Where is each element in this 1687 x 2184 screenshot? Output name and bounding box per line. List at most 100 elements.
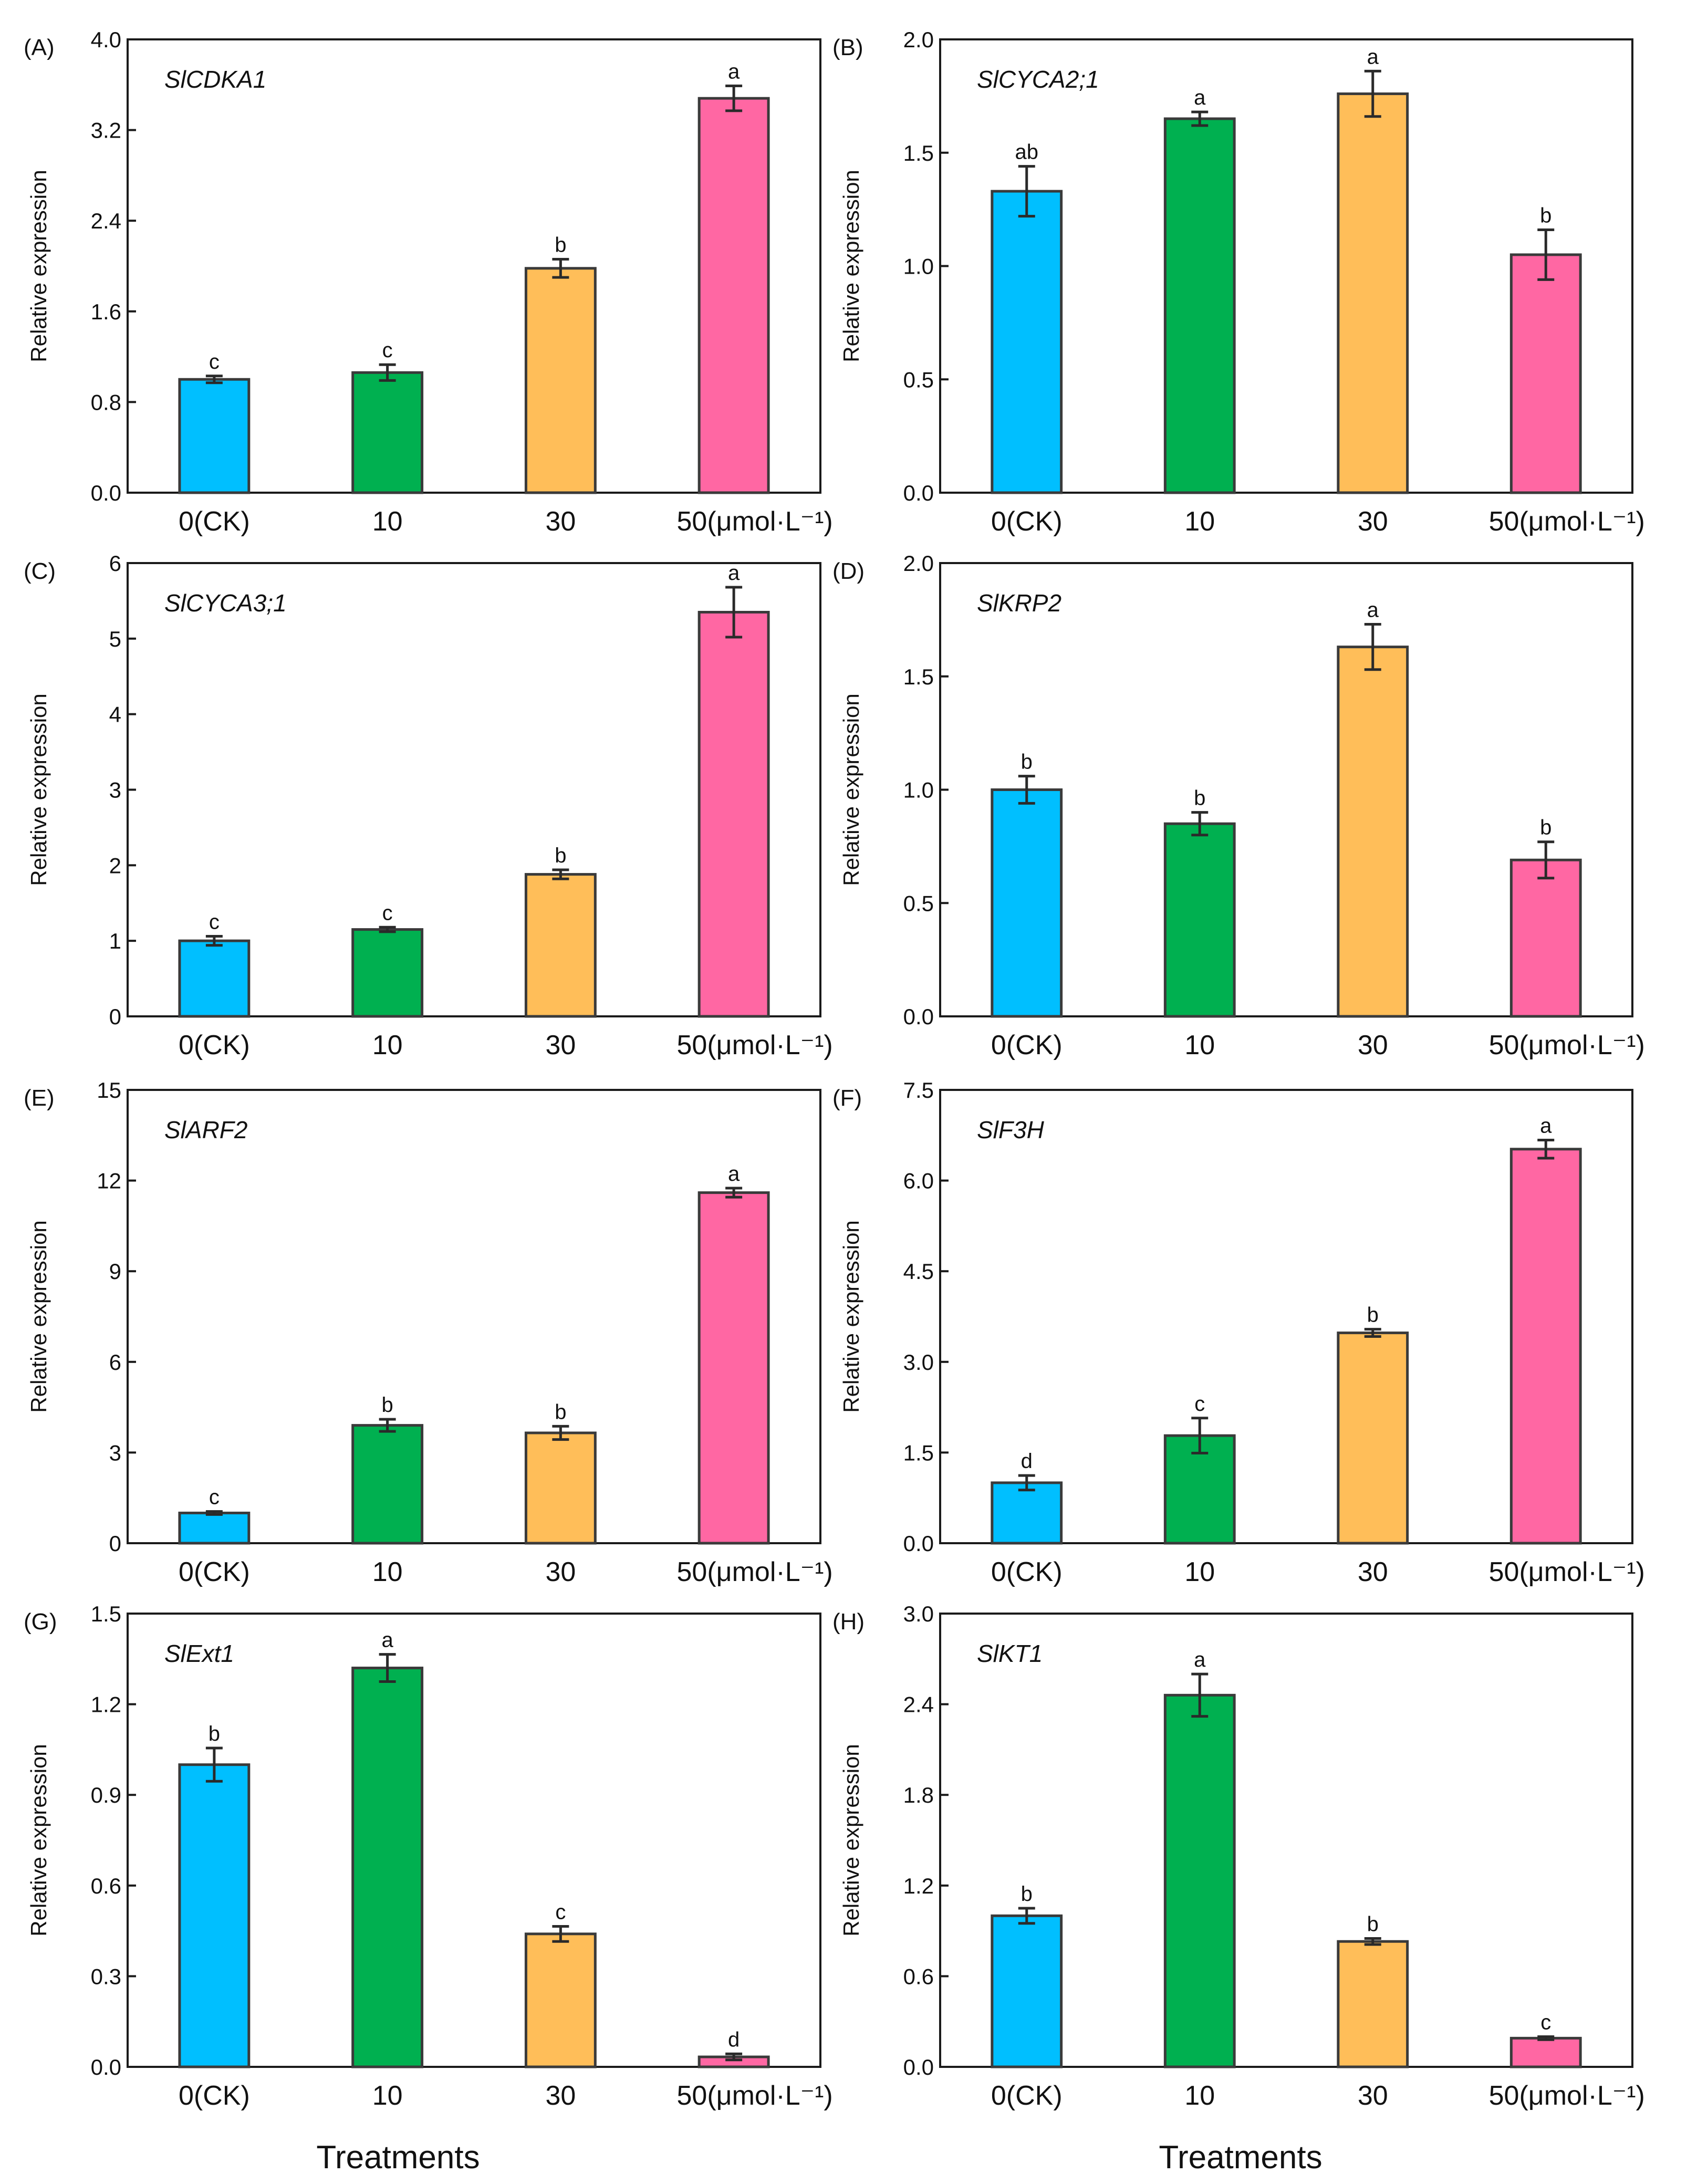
significance-letter: b	[555, 1400, 566, 1423]
x-tick-label: 30	[545, 1030, 576, 1060]
plot-frame	[127, 38, 821, 494]
y-tick-label: 4	[109, 702, 121, 727]
x-tick-label: 10	[372, 506, 403, 537]
panel-label: (E)	[24, 1085, 55, 1111]
y-tick-label: 1.5	[903, 1440, 934, 1465]
y-axis-label: Relative expression	[839, 1744, 863, 1937]
y-tick-label: 0.5	[903, 367, 934, 392]
x-tick-label: 50(μmol·L⁻¹)	[1489, 1557, 1645, 1587]
bar-30	[524, 873, 597, 1018]
panel-7: (H) 0.0 0.6 1.2 1.8 2.4 3.0 Relative expression…	[832, 1601, 1645, 2111]
x-tick-label: 10	[1184, 506, 1215, 537]
y-tick-label: 0.0	[903, 481, 934, 505]
x-tick-label: 10	[372, 1030, 403, 1060]
x-tick-label: 0(CK)	[179, 1030, 250, 1060]
y-axis-label: Relative expression	[26, 1744, 51, 1937]
panel-label: (C)	[24, 558, 56, 584]
y-tick-label: 3	[109, 1440, 121, 1465]
significance-letter: b	[555, 844, 566, 867]
x-tick-label: 30	[545, 2081, 576, 2111]
y-tick-label: 0	[109, 1004, 121, 1029]
panel-0: (A) 0.0 0.8 1.6 2.4 3.2 4.0 Relative expression…	[24, 27, 833, 537]
significance-letter: a	[728, 1162, 740, 1185]
y-tick-label: 2.0	[903, 551, 934, 576]
x-tick-label: 50(μmol·L⁻¹)	[677, 1557, 833, 1587]
bar-10	[1163, 117, 1236, 494]
y-tick-label: 0.9	[91, 1783, 121, 1807]
panel-label: (F)	[832, 1085, 862, 1111]
bar-0CK	[991, 190, 1063, 494]
x-tick-label: 10	[1184, 2081, 1215, 2111]
gene-title: SlKT1	[977, 1640, 1043, 1667]
significance-letter: a	[1194, 1648, 1206, 1671]
significance-letter: b	[1540, 816, 1551, 839]
significance-letter: d	[1021, 1450, 1033, 1473]
significance-letter: b	[555, 234, 566, 257]
x-tick-label: 10	[1184, 1557, 1215, 1587]
significance-letter: c	[555, 1900, 566, 1923]
x-tick-label: 0(CK)	[179, 1557, 250, 1587]
significance-letter: a	[1367, 599, 1379, 622]
y-tick-label: 1	[109, 929, 121, 953]
y-tick-label: 2.4	[903, 1692, 934, 1717]
panel-label: (D)	[832, 558, 865, 584]
gene-title: SlARF2	[164, 1116, 247, 1143]
significance-letter: b	[1540, 204, 1551, 227]
x-tick-label: 50(μmol·L⁻¹)	[677, 1030, 833, 1060]
x-tick-label: 30	[1358, 506, 1388, 537]
bar-50molL	[1509, 858, 1582, 1018]
significance-letter: b	[1194, 787, 1205, 810]
x-tick-label: 30	[545, 1557, 576, 1587]
bar-10	[351, 928, 424, 1018]
bar-30	[1337, 646, 1409, 1018]
bar-30	[524, 1932, 597, 2068]
x-tick-label: 50(μmol·L⁻¹)	[677, 2081, 833, 2111]
y-tick-label: 6.0	[903, 1169, 934, 1193]
x-tick-label: 50(μmol·L⁻¹)	[677, 506, 833, 537]
panel-3: (D) 0.0 0.5 1.0 1.5 2.0 Relative expression SlK…	[832, 551, 1645, 1060]
bar-0CK	[991, 1481, 1063, 1545]
y-tick-label: 5	[109, 627, 121, 651]
bar-30	[1337, 1332, 1409, 1545]
y-tick-label: 0.0	[91, 2055, 121, 2079]
x-tick-label: 0(CK)	[991, 2081, 1063, 2111]
bar-0CK	[178, 1763, 251, 2068]
plot-frame	[939, 1089, 1633, 1544]
bar-30	[524, 267, 597, 494]
y-axis-label: Relative expression	[839, 1220, 863, 1413]
x-tick-label: 50(μmol·L⁻¹)	[1489, 1030, 1645, 1060]
x-tick-label: 0(CK)	[991, 1557, 1063, 1587]
significance-letter: c	[382, 339, 393, 362]
x-tick-label: 30	[1358, 2081, 1388, 2111]
significance-letter: c	[382, 901, 393, 924]
panel-label: (A)	[24, 35, 55, 60]
bar-10	[351, 371, 424, 494]
y-tick-label: 15	[97, 1078, 121, 1103]
y-tick-label: 0.6	[903, 1964, 934, 1989]
gene-title: SlF3H	[977, 1116, 1045, 1143]
y-tick-label: 0	[109, 1531, 121, 1556]
y-tick-label: 1.6	[91, 299, 121, 324]
x-tick-label: 30	[1358, 1030, 1388, 1060]
x-title-left: Treatments	[316, 2139, 480, 2176]
y-tick-label: 1.5	[903, 141, 934, 165]
plot-frame	[127, 1089, 821, 1544]
y-axis-label: Relative expression	[26, 170, 51, 362]
y-tick-label: 1.2	[91, 1692, 121, 1717]
x-tick-label: 50(μmol·L⁻¹)	[1489, 2081, 1645, 2111]
bar-0CK	[991, 788, 1063, 1018]
y-tick-label: 1.8	[903, 1783, 934, 1807]
x-tick-label: 0(CK)	[991, 1030, 1063, 1060]
significance-letter: a	[728, 60, 740, 83]
x-tick-label: 30	[1358, 1557, 1388, 1587]
significance-letter: c	[209, 911, 220, 934]
x-tick-label: 10	[372, 2081, 403, 2111]
panel-6: (G) 0.0 0.3 0.6 0.9 1.2 1.5 Relative expression…	[24, 1601, 833, 2111]
gene-title: SlCYCA3;1	[164, 589, 287, 617]
panel-label: (H)	[832, 1609, 865, 1635]
significance-letter: a	[1194, 86, 1206, 109]
y-tick-label: 3.0	[903, 1601, 934, 1626]
panel-1: (B) 0.0 0.5 1.0 1.5 2.0 Relative expression SlC…	[832, 27, 1645, 537]
y-tick-label: 3.2	[91, 118, 121, 143]
y-tick-label: 1.5	[91, 1601, 121, 1626]
